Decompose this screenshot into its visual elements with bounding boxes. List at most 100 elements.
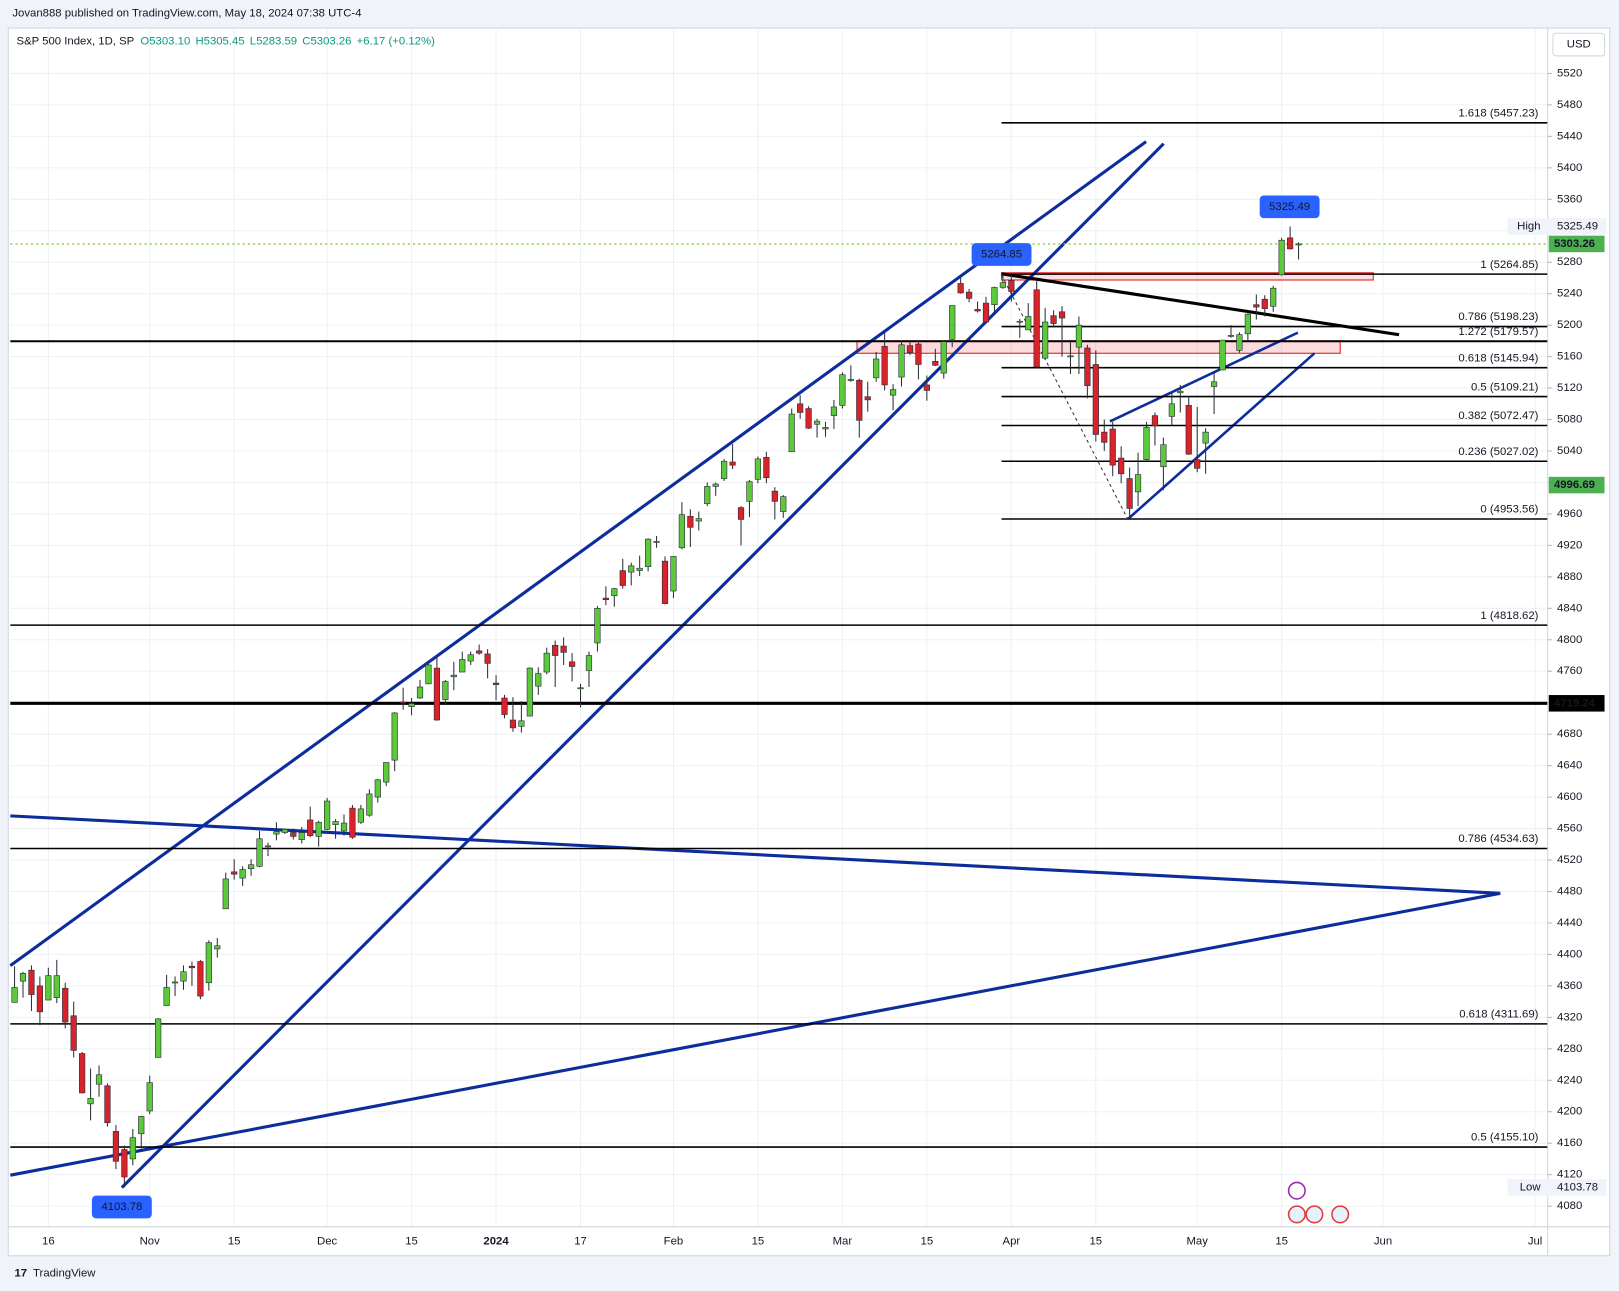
candle-body (1270, 287, 1277, 307)
callout (1259, 195, 1320, 219)
y-tick-label: 4120 (1557, 1169, 1582, 1181)
candle-body (332, 821, 339, 825)
candle-body (222, 878, 229, 910)
price-tag (1548, 695, 1605, 712)
candle-body (704, 486, 711, 505)
x-tick-label: Dec (317, 1235, 338, 1247)
icon[interactable] (1305, 1205, 1324, 1224)
candle-body (1058, 311, 1066, 319)
candle-body (1042, 321, 1049, 359)
candle-body (881, 346, 888, 386)
candle-body (433, 667, 441, 721)
brand-mark: 17 (14, 1267, 27, 1279)
candle-body (585, 655, 593, 671)
candle-body (746, 481, 753, 502)
candle-body (442, 681, 449, 700)
fib-label: 0.786 (4534.63) (1458, 833, 1538, 845)
candle-body (670, 556, 677, 592)
candle-body (1101, 431, 1108, 443)
candle-body (129, 1137, 136, 1160)
marker-box (1507, 218, 1607, 235)
candle-body (197, 961, 204, 997)
price-tag-label: 4719.24 (1554, 697, 1596, 709)
candle-body (543, 652, 550, 673)
candle-body (180, 971, 187, 982)
currency-button[interactable] (1552, 32, 1606, 57)
price-tag-label: 4996.69 (1554, 479, 1595, 491)
candle-body (11, 987, 18, 1003)
candle-body (408, 703, 415, 707)
currency[interactable]: USD (1567, 39, 1591, 51)
marker-value: 4103.78 (1557, 1181, 1598, 1193)
x-tick-label: 15 (1275, 1235, 1288, 1247)
candle-body (1160, 444, 1167, 468)
callout-label: 4103.78 (101, 1201, 142, 1213)
candle-body (982, 302, 990, 323)
candle-body (1278, 239, 1285, 276)
candle-body (1253, 304, 1260, 308)
overlay: 5325.49 5264.85 4103.78 (91, 195, 1320, 1219)
callout-label: 5264.85 (981, 249, 1022, 261)
candle-body (889, 389, 897, 396)
candle-body (340, 822, 348, 832)
fib-label: 1 (5264.85) (1480, 259, 1538, 271)
icon[interactable] (1287, 1181, 1306, 1200)
y-tick-label: 5360 (1557, 193, 1582, 205)
marker-box (1507, 1179, 1607, 1196)
candle-body (112, 1131, 120, 1162)
candle-body (1261, 298, 1268, 309)
y-tick-label: 4880 (1557, 571, 1582, 583)
candle-body (1185, 405, 1192, 455)
candle-body (104, 1085, 111, 1124)
candle-body (754, 458, 762, 480)
legend-high: H5305.45 (195, 35, 244, 47)
candle-body (1126, 478, 1133, 509)
candle-body (797, 403, 804, 413)
y-tick-label: 5040 (1557, 445, 1582, 457)
fib-label: 0.786 (5198.23) (1458, 311, 1538, 323)
y-tick-label: 5240 (1557, 288, 1582, 300)
candle-body (568, 661, 576, 667)
candle-body (932, 361, 939, 366)
candle-body (906, 345, 914, 353)
candle-body (687, 515, 694, 528)
candle-body (366, 793, 373, 816)
y-tick-label: 4800 (1557, 634, 1582, 646)
candle-body (915, 343, 922, 365)
candle-body (1067, 355, 1074, 358)
candle-body (492, 682, 500, 685)
candle-body (813, 420, 821, 425)
candle-body (1075, 324, 1083, 348)
y-tick-label: 4280 (1557, 1043, 1582, 1055)
x-tick-label: Feb (664, 1235, 684, 1247)
plot: 1.272 (5179.57) 1 (4818.62) 0.786 (4534.63… (9, 108, 1548, 1189)
x-tick-label: Jul (1528, 1235, 1543, 1247)
candle-body (247, 864, 255, 869)
candle-body (467, 654, 474, 662)
x-tick-label: 2024 (483, 1235, 509, 1247)
fib-label: 1 (4818.62) (1480, 610, 1538, 622)
y-tick-label: 4960 (1557, 508, 1582, 520)
legend-symbol-text: S&P 500 Index, 1D, SP (17, 35, 135, 47)
y-tick-label: 4760 (1557, 665, 1582, 677)
candle-body (999, 282, 1006, 288)
candle-body (509, 719, 517, 729)
header: Jovan888 published on TradingView.com, M… (12, 8, 361, 20)
candle-body (1092, 364, 1099, 435)
icon[interactable] (1331, 1205, 1350, 1224)
candle-body (661, 560, 669, 604)
candle-body (518, 720, 525, 727)
brand-name: TradingView (33, 1267, 96, 1279)
candle-body (695, 518, 702, 522)
x-tick-label: 15 (405, 1235, 418, 1247)
candle-body (1194, 459, 1201, 469)
y-tick-label: 4200 (1557, 1106, 1582, 1118)
y-tick-label: 5400 (1557, 162, 1582, 174)
icon[interactable] (1287, 1205, 1306, 1224)
candle-body (121, 1149, 128, 1178)
trend-line (1001, 272, 1400, 337)
candle-body (138, 1116, 145, 1135)
candle-body (290, 832, 297, 837)
legend-open: O5303.10 (140, 35, 190, 47)
